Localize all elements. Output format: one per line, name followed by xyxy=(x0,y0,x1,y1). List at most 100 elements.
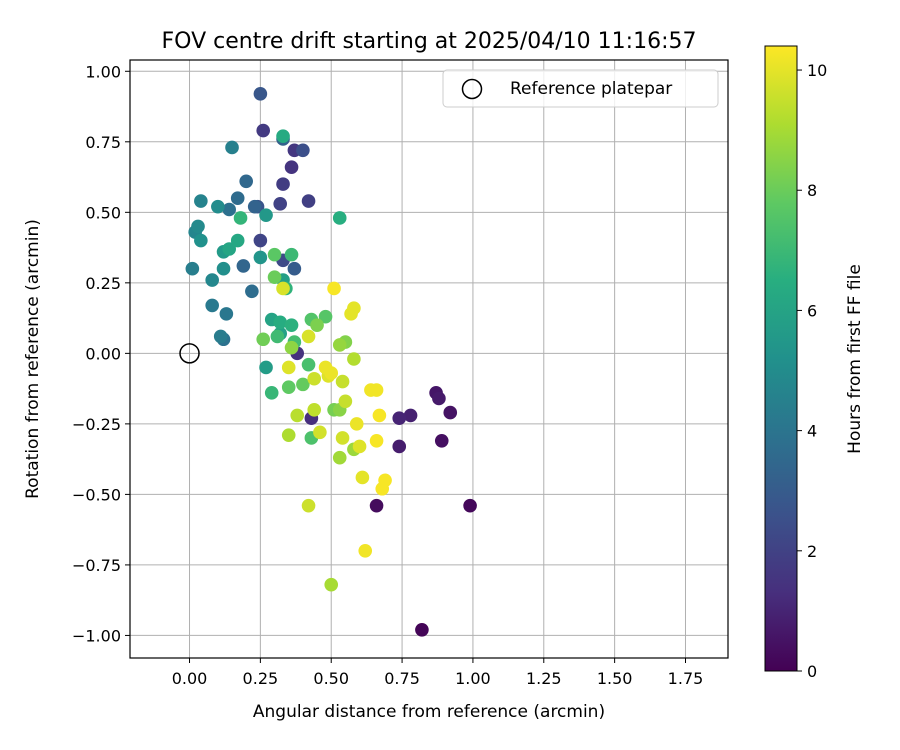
y-tick-label: 0.00 xyxy=(85,344,121,363)
data-point xyxy=(213,329,228,344)
legend-reference-marker xyxy=(461,78,483,100)
data-point xyxy=(301,329,316,344)
data-point xyxy=(205,273,219,287)
data-point xyxy=(358,544,373,558)
data-point xyxy=(310,318,324,332)
data-point xyxy=(253,87,268,101)
data-point xyxy=(307,371,322,386)
data-point xyxy=(296,377,310,392)
x-tick-label: 1.50 xyxy=(597,669,633,688)
data-point xyxy=(253,233,268,248)
data-point xyxy=(205,298,219,313)
data-point xyxy=(267,247,282,262)
data-point xyxy=(284,160,299,174)
data-point xyxy=(332,338,347,352)
data-point xyxy=(216,261,231,276)
data-point xyxy=(415,622,429,637)
data-point xyxy=(256,123,271,138)
colorbar-tick-label: 8 xyxy=(807,181,817,200)
data-point xyxy=(239,174,253,189)
x-tick-label: 1.25 xyxy=(526,669,562,688)
data-point xyxy=(222,202,236,217)
x-axis-ticks: 0.00 0.25 0.50 0.75 1.00 1.25 1.50 1.75 xyxy=(172,658,703,688)
data-point xyxy=(194,233,208,248)
data-point xyxy=(313,425,327,440)
reference-marker-layer xyxy=(179,343,200,364)
y-tick-label: 1.00 xyxy=(85,62,121,81)
y-tick-label: −0.50 xyxy=(72,485,121,504)
data-point xyxy=(233,211,248,225)
data-point xyxy=(369,498,384,513)
data-point xyxy=(276,129,290,143)
y-tick-label: 0.25 xyxy=(85,274,121,293)
data-point xyxy=(191,219,205,234)
data-point xyxy=(281,360,296,375)
data-point xyxy=(307,402,322,417)
data-point xyxy=(253,250,268,265)
colorbar-label: Hours from first FF file xyxy=(845,264,865,454)
data-point xyxy=(392,439,407,454)
reference-platepar-marker xyxy=(179,343,200,364)
legend-label: Reference platepar xyxy=(510,79,672,99)
data-point xyxy=(355,470,370,485)
data-point xyxy=(301,498,316,513)
data-point xyxy=(296,143,310,158)
y-tick-label: −0.75 xyxy=(72,556,121,575)
colorbar-tick-label: 10 xyxy=(807,61,827,80)
data-point xyxy=(281,428,296,442)
data-point xyxy=(273,315,288,330)
data-point xyxy=(344,307,358,321)
data-point xyxy=(335,431,350,445)
data-point xyxy=(403,408,418,423)
data-point xyxy=(335,374,350,389)
data-point xyxy=(270,329,285,344)
data-point xyxy=(267,270,282,284)
data-point xyxy=(332,450,347,465)
data-point xyxy=(219,307,234,321)
data-point xyxy=(369,434,384,448)
data-point xyxy=(284,340,299,355)
colorbar-tick-label: 4 xyxy=(807,422,817,441)
data-point xyxy=(273,197,288,211)
colorbar-tick-label: 2 xyxy=(807,542,817,561)
data-point xyxy=(245,284,259,299)
data-point xyxy=(318,309,333,324)
data-point xyxy=(432,391,446,406)
plot-frame xyxy=(129,59,729,659)
data-point xyxy=(324,577,339,592)
data-point xyxy=(287,261,302,276)
data-point xyxy=(434,434,449,448)
data-point xyxy=(338,394,353,409)
colorbar-tick-label: 0 xyxy=(807,662,817,681)
data-point xyxy=(276,281,290,296)
data-point xyxy=(259,360,273,375)
legend: Reference platepar xyxy=(442,69,719,108)
data-point xyxy=(301,194,316,208)
data-point xyxy=(256,332,271,347)
data-point xyxy=(236,259,251,273)
y-axis-label: Rotation from reference (arcmin) xyxy=(23,219,43,499)
data-points xyxy=(185,87,477,637)
data-point xyxy=(392,411,407,426)
data-point xyxy=(264,386,279,400)
x-tick-label: 1.00 xyxy=(455,669,491,688)
y-tick-label: −0.25 xyxy=(72,415,121,434)
data-point xyxy=(281,380,296,395)
data-point xyxy=(324,366,339,380)
data-point xyxy=(194,194,208,208)
y-axis-ticks: 1.00 0.75 0.50 0.25 0.00 −0.25 −0.50 −0.75 −1.00 xyxy=(72,62,130,645)
chart-title: FOV centre drift starting at 2025/04/10 … xyxy=(162,29,697,54)
y-tick-label: 0.75 xyxy=(85,133,121,152)
data-point xyxy=(225,140,239,155)
x-axis-label: Angular distance from reference (arcmin) xyxy=(253,702,605,722)
data-point xyxy=(327,281,341,296)
legend-box xyxy=(442,69,719,108)
data-point xyxy=(349,417,364,431)
data-point xyxy=(284,318,299,332)
colorbar-ticks: 0 2 4 6 8 10 xyxy=(797,61,827,681)
data-point xyxy=(369,383,384,397)
y-tick-label: 0.50 xyxy=(85,203,121,222)
x-tick-label: 0.25 xyxy=(243,669,279,688)
y-tick-label: −1.00 xyxy=(72,626,121,645)
grid xyxy=(130,60,728,658)
